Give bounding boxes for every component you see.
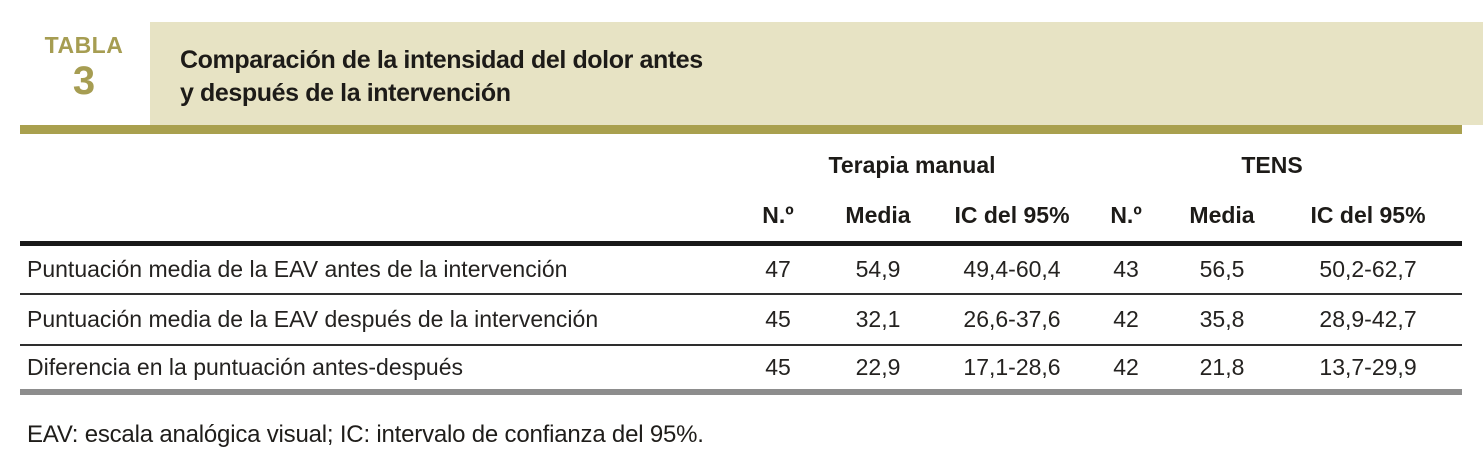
table-title-line2: y después de la intervención — [180, 79, 511, 107]
table-title-band: Comparación de la intensidad del dolor a… — [150, 22, 1483, 125]
row-label: Puntuación media de la EAV antes de la i… — [20, 243, 742, 295]
cell-ic-tens: 13,7-29,9 — [1274, 345, 1463, 395]
col-header-ic-tens: IC del 95% — [1274, 190, 1463, 246]
cell-media-terapia: 32,1 — [814, 294, 942, 346]
cell-n-tens: 42 — [1082, 345, 1171, 395]
cell-ic-terapia: 49,4-60,4 — [942, 243, 1083, 295]
column-header-row: N.º Media IC del 95% N.º Media IC del 95… — [20, 190, 1463, 246]
cell-media-tens: 35,8 — [1170, 294, 1275, 346]
cell-media-tens: 56,5 — [1170, 243, 1275, 295]
cell-ic-tens: 50,2-62,7 — [1274, 243, 1463, 295]
cell-ic-terapia: 26,6-37,6 — [942, 294, 1083, 346]
group-header-terapia-manual: Terapia manual — [828, 151, 996, 178]
row-label: Diferencia en la puntuación antes-despué… — [20, 345, 742, 395]
cell-ic-tens: 28,9-42,7 — [1274, 294, 1463, 346]
cell-n-tens: 42 — [1082, 294, 1171, 346]
cell-ic-terapia: 17,1-28,6 — [942, 345, 1083, 395]
header-accent-rule — [20, 125, 1462, 134]
table-row-diferencia: Diferencia en la puntuación antes-despué… — [20, 345, 1463, 395]
empty-header-cell — [20, 190, 742, 246]
col-header-media-terapia: Media — [814, 190, 942, 246]
group-header-row: Terapia manual TENS — [20, 140, 1462, 190]
table-badge-word: TABLA — [44, 32, 124, 58]
table-badge-number: 3 — [72, 59, 96, 103]
empty-header-cell — [20, 140, 742, 190]
col-header-ic-terapia: IC del 95% — [942, 190, 1083, 246]
table-row-eav-antes: Puntuación media de la EAV antes de la i… — [20, 243, 1463, 295]
table-badge: TABLA 3 — [26, 32, 142, 103]
table-title-line1: Comparación de la intensidad del dolor a… — [180, 46, 703, 74]
data-table: Terapia manual TENS N.º Media IC del 95%… — [20, 140, 1463, 395]
cell-media-tens: 21,8 — [1170, 345, 1275, 395]
col-header-n-terapia: N.º — [742, 190, 814, 246]
row-label: Puntuación media de la EAV después de la… — [20, 294, 742, 346]
col-header-n-tens: N.º — [1082, 190, 1171, 246]
col-header-media-tens: Media — [1170, 190, 1275, 246]
table-title: Comparación de la intensidad del dolor a… — [180, 44, 703, 110]
cell-n-terapia: 45 — [742, 294, 814, 346]
cell-n-tens: 43 — [1082, 243, 1171, 295]
cell-n-terapia: 45 — [742, 345, 814, 395]
cell-media-terapia: 54,9 — [814, 243, 942, 295]
cell-n-terapia: 47 — [742, 243, 814, 295]
footnote: EAV: escala analógica visual; IC: interv… — [27, 421, 704, 448]
group-header-tens: TENS — [1241, 151, 1303, 178]
cell-media-terapia: 22,9 — [814, 345, 942, 395]
table-row-eav-despues: Puntuación media de la EAV después de la… — [20, 294, 1463, 346]
